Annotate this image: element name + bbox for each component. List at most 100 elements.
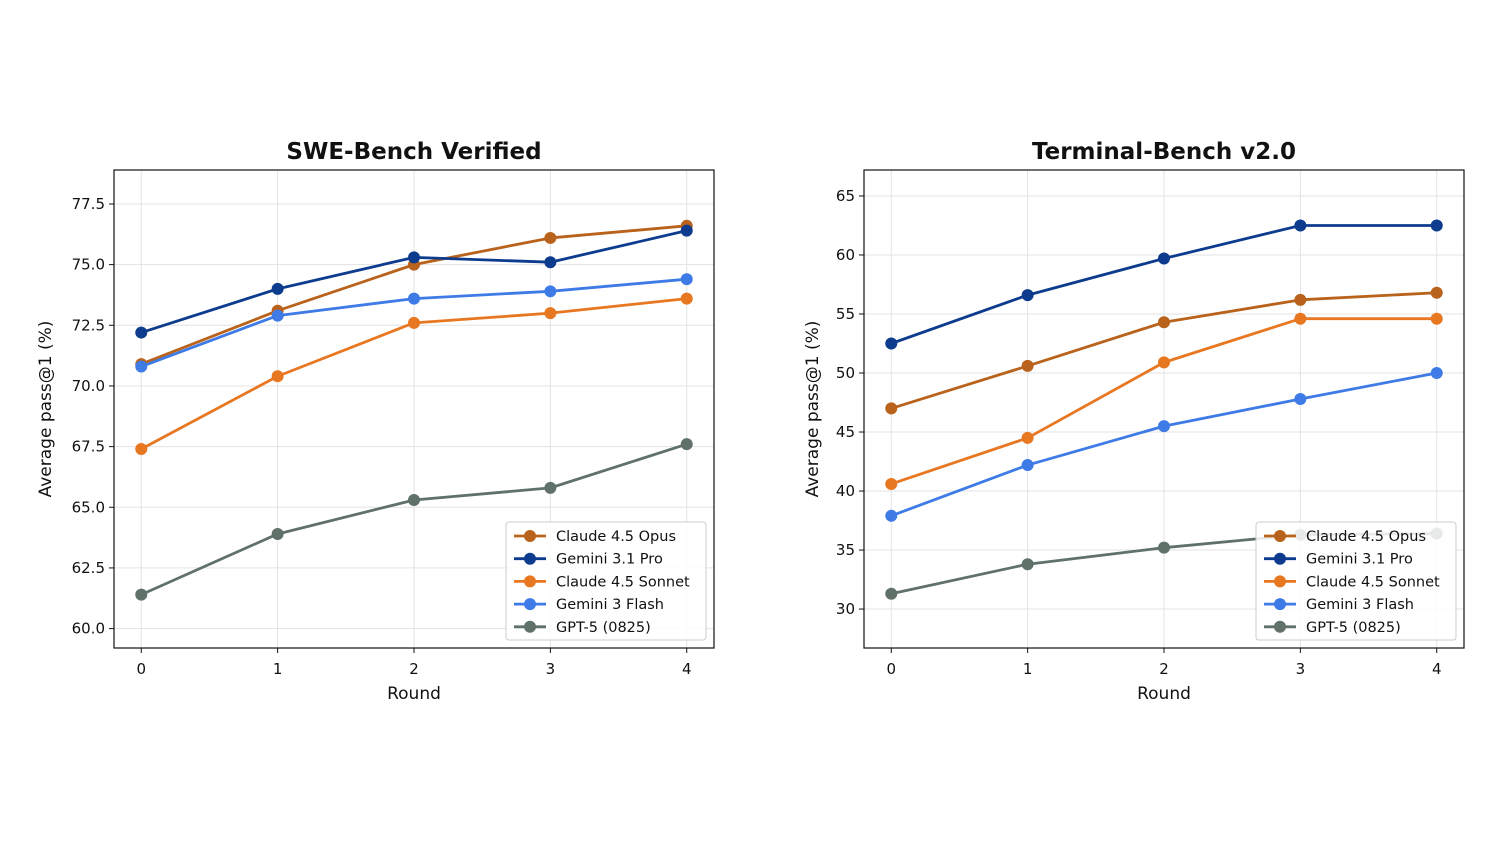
legend-item: Claude 4.5 Opus xyxy=(1264,529,1426,545)
x-tick-label: 4 xyxy=(682,660,692,678)
plot-frame xyxy=(113,169,715,649)
x-tick-label: 3 xyxy=(1296,660,1306,678)
data-point xyxy=(1021,289,1034,302)
data-point xyxy=(408,316,420,329)
legend-marker xyxy=(524,598,536,611)
data-point xyxy=(135,360,148,373)
data-point xyxy=(885,477,898,490)
legend-marker xyxy=(1274,575,1286,588)
data-point xyxy=(1294,293,1307,306)
series-claude-4-5-opus xyxy=(885,286,1443,415)
series-claude-4-5-sonnet xyxy=(135,292,693,456)
data-point xyxy=(408,493,420,506)
data-point xyxy=(1158,541,1170,554)
y-tick-label: 60 xyxy=(836,246,855,264)
data-point xyxy=(680,224,693,237)
y-tick-label: 62.5 xyxy=(72,559,105,577)
series-gemini-3-1-pro xyxy=(135,224,693,339)
data-point xyxy=(1294,219,1307,232)
legend-label: Claude 4.5 Sonnet xyxy=(556,574,690,590)
data-point xyxy=(408,251,420,264)
y-tick-label: 30 xyxy=(836,600,855,618)
data-point xyxy=(544,256,557,269)
data-point xyxy=(1430,286,1443,299)
data-point xyxy=(1158,420,1170,433)
data-point xyxy=(885,337,898,350)
legend-marker xyxy=(1274,552,1286,565)
legend-label: Claude 4.5 Sonnet xyxy=(1306,574,1440,590)
legend-marker xyxy=(1274,598,1286,611)
legend-item: GPT-5 (0825) xyxy=(1264,620,1401,636)
data-point xyxy=(135,443,148,456)
y-axis-label: Average pass@1 (%) xyxy=(36,321,56,498)
data-point xyxy=(1021,431,1034,444)
x-axis-label: Round xyxy=(387,684,441,704)
data-point xyxy=(1294,392,1307,405)
data-point xyxy=(544,285,557,298)
legend-box xyxy=(505,521,707,641)
data-point xyxy=(1294,312,1307,325)
terminal-bench-chart: Terminal-Bench v2.0 Round Average pass@1… xyxy=(803,139,1465,704)
data-point xyxy=(544,231,557,244)
y-tick-label: 65.0 xyxy=(72,498,105,516)
data-point xyxy=(544,481,557,494)
y-tick-label: 72.5 xyxy=(72,316,105,334)
data-point xyxy=(1021,558,1034,571)
legend: Claude 4.5 Opus Gemini 3.1 Pro Claude 4.5 … xyxy=(505,521,707,641)
chart-title: Terminal-Bench v2.0 xyxy=(1032,139,1296,165)
x-tick-label: 0 xyxy=(136,660,146,678)
legend-marker xyxy=(524,620,536,633)
legend-item: Claude 4.5 Sonnet xyxy=(1264,574,1440,590)
data-point xyxy=(544,307,557,320)
data-point xyxy=(1158,252,1170,265)
y-tick-label: 55 xyxy=(836,305,855,323)
data-point xyxy=(1430,312,1443,325)
y-tick-label: 35 xyxy=(836,541,855,559)
data-point xyxy=(135,588,148,601)
legend-box xyxy=(1255,521,1457,641)
plot-frame xyxy=(863,169,1465,649)
data-point xyxy=(271,527,284,540)
legend-label: GPT-5 (0825) xyxy=(556,620,651,636)
y-tick-label: 67.5 xyxy=(72,438,105,456)
legend-label: Claude 4.5 Opus xyxy=(556,529,676,545)
y-tick-label: 65 xyxy=(836,187,855,205)
x-tick-label: 2 xyxy=(409,660,419,678)
x-tick-label: 0 xyxy=(886,660,896,678)
data-point xyxy=(680,438,693,451)
x-tick-label: 1 xyxy=(1023,660,1033,678)
series-claude-4-5-sonnet xyxy=(885,312,1443,490)
legend-label: Gemini 3.1 Pro xyxy=(1306,552,1413,568)
legend-item: Gemini 3.1 Pro xyxy=(514,552,663,568)
series-gemini-3-flash xyxy=(885,367,1443,522)
x-axis-label: Round xyxy=(1137,684,1191,704)
legend-label: Gemini 3 Flash xyxy=(1306,597,1414,613)
legend-item: GPT-5 (0825) xyxy=(514,620,651,636)
y-tick-label: 75.0 xyxy=(72,256,105,274)
data-point xyxy=(1158,316,1170,329)
data-point xyxy=(680,273,693,286)
data-point xyxy=(885,587,898,600)
legend-marker xyxy=(1274,530,1286,542)
legend-item: Gemini 3.1 Pro xyxy=(1264,552,1413,568)
x-tick-label: 1 xyxy=(273,660,283,678)
data-point xyxy=(1021,359,1034,372)
data-point xyxy=(885,509,898,522)
series-gemini-3-flash xyxy=(135,273,693,373)
data-point xyxy=(135,326,148,339)
y-axis-label: Average pass@1 (%) xyxy=(803,321,823,498)
legend-label: GPT-5 (0825) xyxy=(1306,620,1401,636)
legend-item: Claude 4.5 Opus xyxy=(514,529,676,545)
y-tick-label: 40 xyxy=(836,482,855,500)
data-point xyxy=(1158,356,1170,369)
legend-marker xyxy=(524,530,536,542)
y-tick-label: 50 xyxy=(836,364,855,382)
data-point xyxy=(1021,459,1034,472)
data-point xyxy=(680,292,693,305)
series-gemini-3-1-pro xyxy=(885,219,1443,350)
legend-label: Gemini 3.1 Pro xyxy=(556,552,663,568)
legend: Claude 4.5 Opus Gemini 3.1 Pro Claude 4.5 … xyxy=(1255,521,1457,641)
legend-marker xyxy=(524,552,536,565)
swe-bench-chart: SWE-Bench Verified Round Average pass@1 … xyxy=(36,139,715,704)
